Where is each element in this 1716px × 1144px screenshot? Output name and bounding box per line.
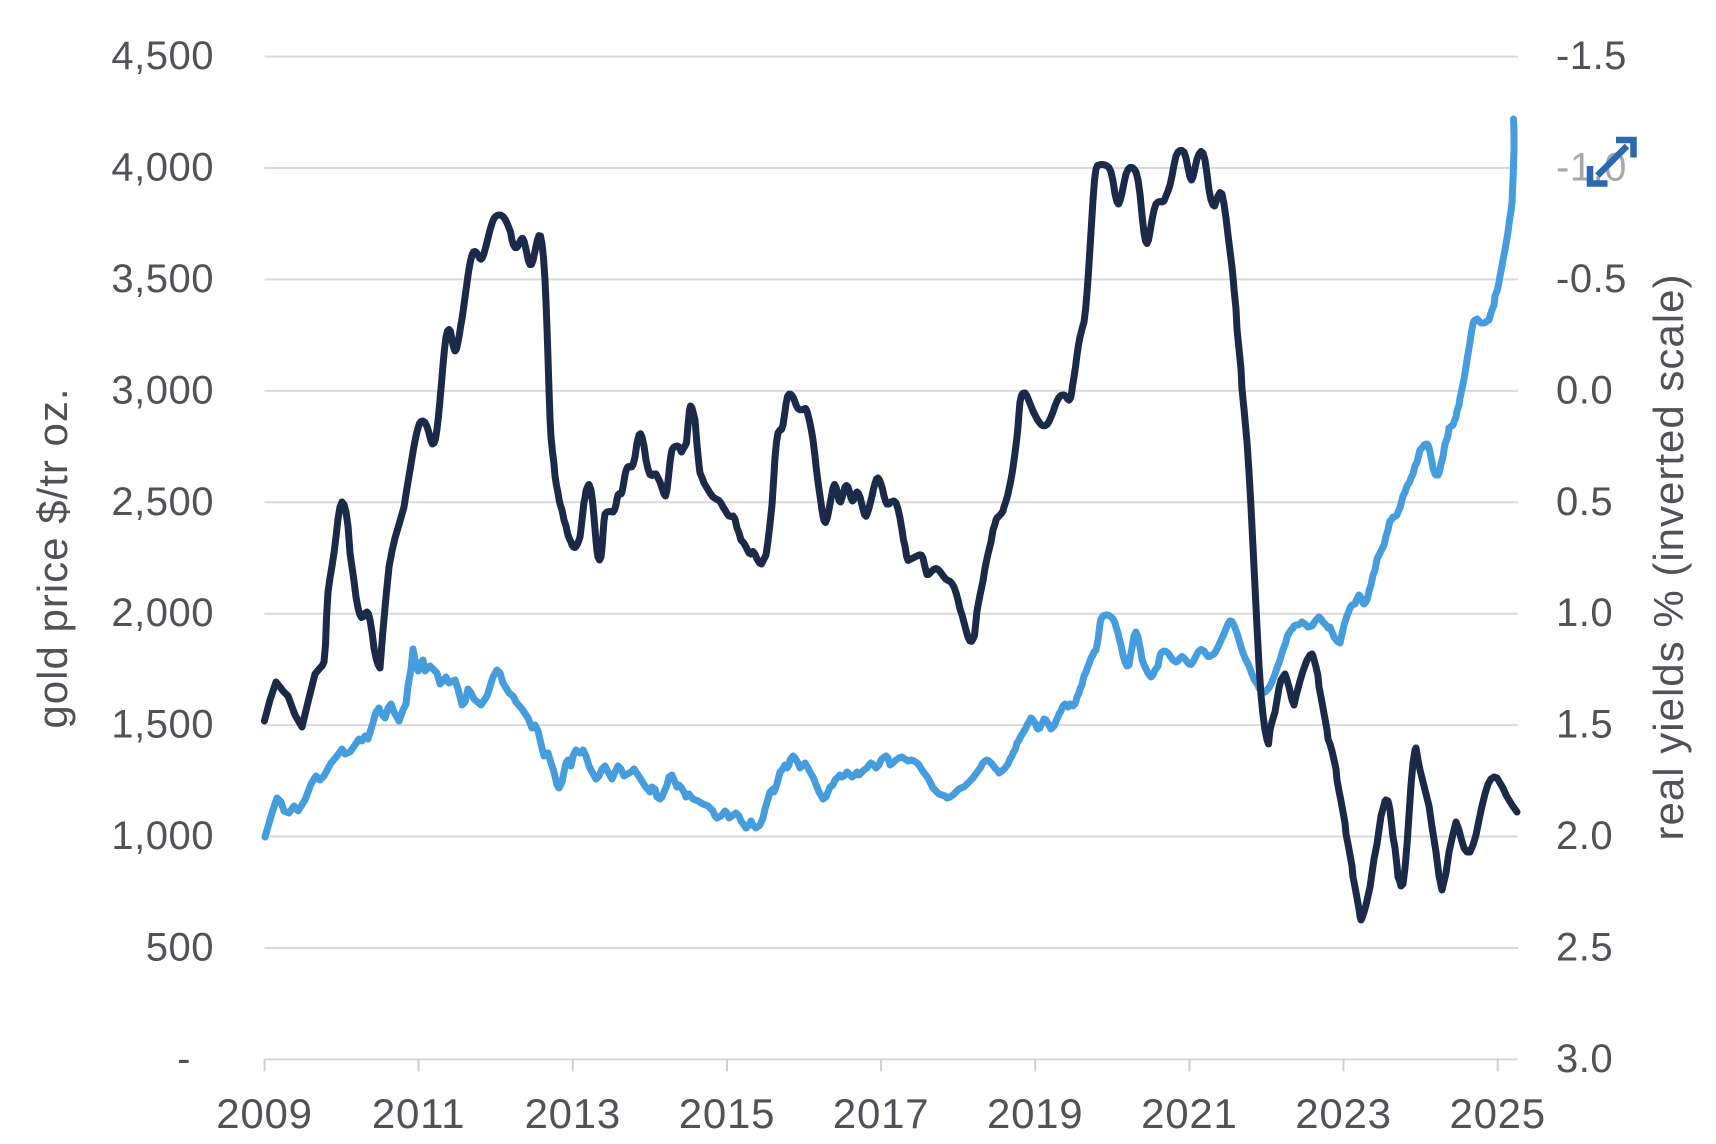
svg-text:2025: 2025: [1449, 1090, 1545, 1137]
svg-text:3.0: 3.0: [1556, 1037, 1613, 1081]
svg-text:0.5: 0.5: [1556, 480, 1613, 524]
svg-text:2017: 2017: [833, 1090, 929, 1137]
svg-text:-1.5: -1.5: [1556, 34, 1627, 78]
svg-text:1.5: 1.5: [1556, 703, 1613, 747]
svg-text:500: 500: [146, 926, 214, 970]
svg-text:real yields % (inverted scale): real yields % (inverted scale): [1645, 274, 1692, 841]
svg-text:1,000: 1,000: [111, 814, 214, 858]
svg-text:2021: 2021: [1141, 1090, 1237, 1137]
svg-text:1,500: 1,500: [111, 703, 214, 747]
svg-text:2009: 2009: [216, 1090, 312, 1137]
svg-text:4,500: 4,500: [111, 34, 214, 78]
svg-text:1.0: 1.0: [1556, 591, 1613, 635]
svg-text:3,000: 3,000: [111, 368, 214, 412]
svg-text:2023: 2023: [1295, 1090, 1391, 1137]
svg-text:-: -: [177, 1037, 191, 1081]
svg-text:2015: 2015: [679, 1090, 775, 1137]
svg-text:0.0: 0.0: [1556, 368, 1613, 412]
svg-text:2,000: 2,000: [111, 591, 214, 635]
svg-text:3,500: 3,500: [111, 257, 214, 301]
svg-text:2011: 2011: [372, 1090, 465, 1137]
svg-text:gold price $/tr oz.: gold price $/tr oz.: [29, 387, 76, 728]
svg-text:2013: 2013: [525, 1090, 621, 1137]
svg-text:2,500: 2,500: [111, 480, 214, 524]
svg-text:-0.5: -0.5: [1556, 257, 1627, 301]
svg-text:2019: 2019: [987, 1090, 1083, 1137]
svg-text:4,000: 4,000: [111, 146, 214, 190]
svg-text:2.0: 2.0: [1556, 814, 1613, 858]
svg-text:2.5: 2.5: [1556, 926, 1613, 970]
